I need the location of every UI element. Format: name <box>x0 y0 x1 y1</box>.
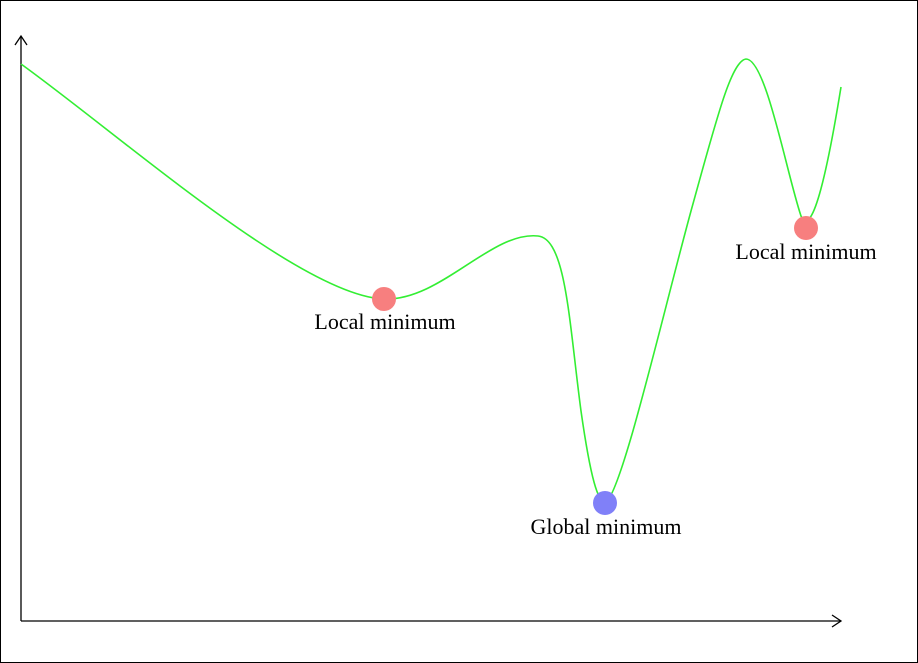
x-axis-arrow-icon <box>831 614 843 628</box>
local-minimum-2-dot <box>794 216 818 240</box>
local-minimum-1-label: Local minimum <box>314 309 455 334</box>
loss-curve <box>20 58 842 504</box>
local-minimum-2-label: Local minimum <box>735 239 876 264</box>
y-axis-arrow-icon <box>14 34 28 46</box>
global-minimum-dot <box>593 491 617 515</box>
axes <box>14 34 843 628</box>
global-minimum-label: Global minimum <box>531 514 682 539</box>
local-minimum-1-dot <box>372 287 396 311</box>
